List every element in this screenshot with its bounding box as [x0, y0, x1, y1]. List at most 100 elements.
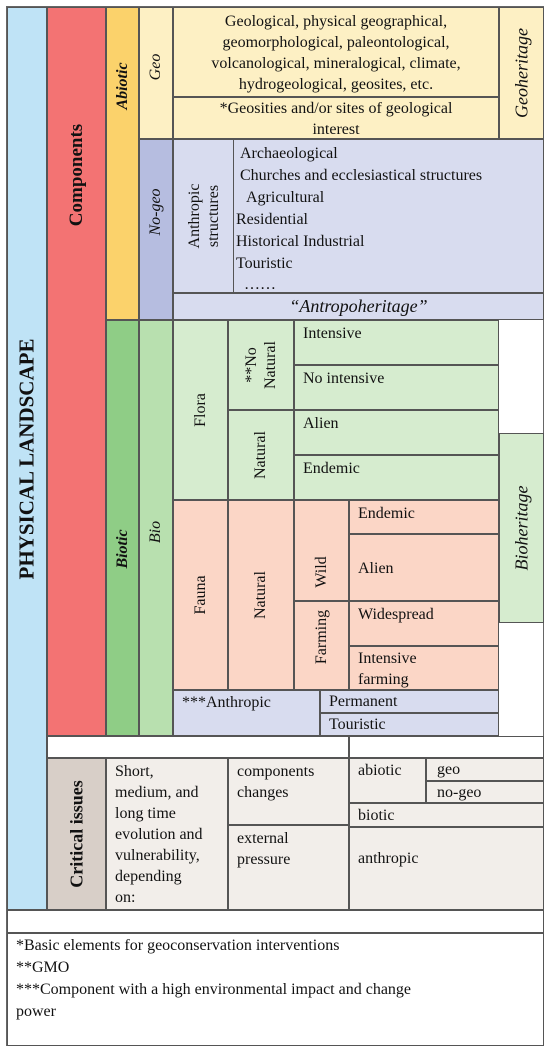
separator-right [349, 736, 544, 758]
no-intensive-box: No intensive [294, 365, 499, 410]
bio-anthropic-label: ***Anthropic [182, 694, 271, 711]
evolution-line-5: vulnerability, [115, 847, 200, 864]
bio-touristic-box: Touristic [320, 713, 499, 736]
geoheritage-box: Geoheritage [499, 7, 544, 139]
components-changes-line-2: changes [237, 784, 289, 801]
nogeo-items-box: Archaeological Churches and ecclesiastic… [234, 139, 544, 293]
bio-touristic-label: Touristic [329, 716, 386, 733]
geo-line-2: geomorphological, paleontological, [222, 34, 450, 51]
nogeo-item-agricultural: Agricultural [246, 189, 325, 206]
evolution-line-6: depending [115, 868, 182, 885]
geo-label: Geo [147, 53, 164, 80]
fauna-endemic-label: Endemic [358, 505, 415, 522]
geosites-box: *Geosities and/or sites of geological in… [173, 97, 499, 139]
critical-issues-label: Critical issues [66, 780, 86, 888]
external-pressure-line-2: pressure [237, 851, 291, 868]
anthropic-structures-line-2: structures [204, 184, 222, 248]
nogeo-item-churches: Churches and ecclesiastical structures [240, 167, 483, 184]
components-label: Components [65, 124, 87, 227]
fauna-alien-label: Alien [358, 560, 394, 577]
bio-label: Bio [147, 521, 164, 544]
geo-description-box: Geological, physical geographical, geomo… [173, 7, 499, 97]
abiotic-column: Abiotic [106, 7, 139, 320]
physical-landscape-column: PHYSICAL LANDSCAPE [7, 7, 47, 910]
intensive-box: Intensive [294, 320, 499, 365]
components-column: Components [47, 7, 106, 736]
components-changes-box: components changes [228, 758, 349, 825]
footnote-3: ***Component with a high environmental i… [16, 981, 412, 998]
nogeo-item-archaeological: Archaeological [240, 145, 338, 162]
critical-geo-label: geo [437, 761, 461, 778]
geoheritage-label: Geoheritage [511, 28, 531, 118]
anthropic-structures-box: Anthropic structures [173, 139, 234, 293]
critical-issues-column: Critical issues [47, 758, 106, 910]
nogeo-item-historical-industrial: Historical Industrial [236, 233, 365, 250]
geo-line-1: Geological, physical geographical, [224, 13, 448, 30]
physical-landscape-label: PHYSICAL LANDSCAPE [14, 338, 39, 579]
evolution-line-2: medium, and [115, 784, 199, 801]
evolution-line-3: long time [115, 805, 176, 822]
external-pressure-box: external pressure [228, 825, 349, 910]
bioheritage-box: Bioheritage [499, 433, 544, 623]
flora-label: Flora [191, 393, 209, 427]
evolution-line-7: on: [115, 889, 136, 906]
geo-column: Geo [139, 7, 173, 139]
flora-natural-box: Natural [228, 410, 294, 500]
permanent-label: Permanent [329, 693, 398, 710]
blank-row [7, 910, 544, 933]
nogeo-item-residential: Residential [236, 211, 308, 228]
geosites-line-1: *Geosities and/or sites of geological [219, 100, 453, 117]
footnote-1: *Basic elements for geoconservation inte… [16, 937, 340, 954]
no-natural-line-2: Natural [262, 341, 279, 389]
biotic-label: Biotic [113, 529, 131, 569]
critical-biotic-label: biotic [358, 807, 395, 824]
footnote-2: **GMO [16, 959, 70, 976]
anthropic-structures-label: Anthropic structures [185, 184, 223, 249]
farming-box: Farming [294, 601, 349, 690]
critical-geo-box: geo [426, 758, 544, 781]
bio-anthropic-box: ***Anthropic [173, 690, 320, 736]
intensive-farming-line-2: farming [358, 671, 409, 688]
fauna-endemic-box: Endemic [349, 500, 499, 534]
fauna-natural-label: Natural [252, 571, 269, 619]
intensive-label: Intensive [303, 325, 362, 342]
antropoheritage-box: “Antropoheritage” [173, 293, 544, 320]
flora-endemic-label: Endemic [303, 460, 360, 477]
evolution-box: Short, medium, and long time evolution a… [106, 758, 228, 910]
critical-nogeo-box: no-geo [426, 781, 544, 803]
critical-abiotic-box: abiotic [349, 758, 426, 803]
antropoheritage-label: “Antropoheritage” [289, 296, 428, 316]
farming-label: Farming [312, 609, 330, 664]
flora-alien-label: Alien [303, 415, 339, 432]
separator-left [47, 736, 349, 758]
critical-anthropic-box: anthropic [349, 827, 544, 910]
geosites-line-2: interest [312, 121, 360, 138]
flora-natural-label: Natural [252, 431, 269, 479]
bio-column: Bio [139, 320, 173, 736]
nogeo-item-touristic: Touristic [236, 255, 293, 272]
evolution-line-1: Short, [115, 763, 154, 780]
footnotes-box: *Basic elements for geoconservation inte… [7, 933, 544, 1046]
fauna-natural-box: Natural [228, 500, 294, 690]
anthropic-structures-line-1: Anthropic [185, 183, 203, 249]
no-natural-box: **No Natural [228, 320, 294, 410]
widespread-box: Widespread [349, 601, 499, 646]
intensive-farming-box: Intensive farming [349, 646, 499, 690]
geo-line-3: volcanological, mineralogical, climate, [211, 55, 461, 72]
permanent-box: Permanent [320, 690, 499, 713]
wild-label: Wild [312, 556, 330, 588]
nogeo-column: No-geo [139, 139, 173, 320]
footnote-4: power [16, 1003, 56, 1020]
flora-endemic-box: Endemic [294, 455, 499, 500]
fauna-box: Fauna [173, 500, 228, 690]
flora-alien-box: Alien [294, 410, 499, 455]
intensive-farming-line-1: Intensive [358, 650, 417, 667]
geo-line-4: hydrogeological, geosites, etc. [238, 76, 434, 93]
no-natural-label: **No Natural [242, 341, 280, 389]
no-intensive-label: No intensive [303, 370, 385, 387]
bioheritage-label: Bioheritage [511, 485, 531, 571]
wild-box: Wild [294, 500, 349, 601]
fauna-alien-box: Alien [349, 534, 499, 601]
widespread-label: Widespread [358, 606, 434, 623]
nogeo-label: No-geo [147, 188, 164, 236]
